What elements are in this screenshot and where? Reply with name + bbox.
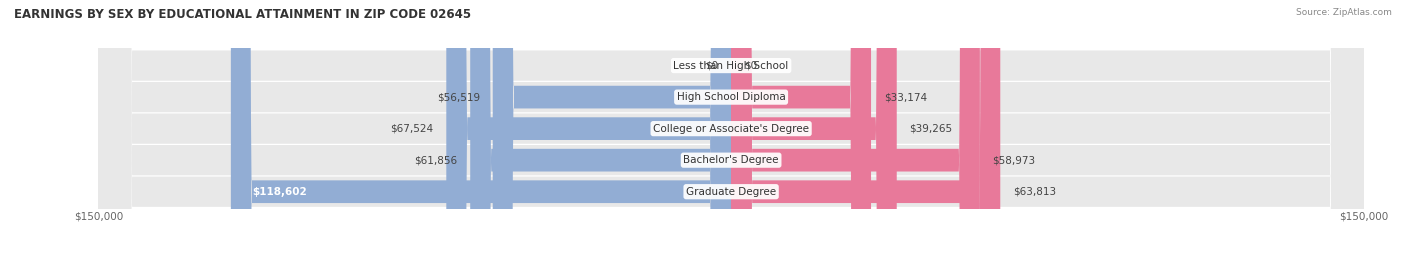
FancyBboxPatch shape bbox=[731, 0, 980, 268]
FancyBboxPatch shape bbox=[98, 0, 1364, 268]
Text: $63,813: $63,813 bbox=[1012, 187, 1056, 197]
Text: $39,265: $39,265 bbox=[910, 124, 952, 134]
FancyBboxPatch shape bbox=[731, 0, 872, 268]
Text: $33,174: $33,174 bbox=[884, 92, 927, 102]
Text: Bachelor's Degree: Bachelor's Degree bbox=[683, 155, 779, 165]
FancyBboxPatch shape bbox=[231, 0, 731, 268]
Text: $0: $0 bbox=[706, 61, 718, 70]
FancyBboxPatch shape bbox=[731, 0, 897, 268]
Text: High School Diploma: High School Diploma bbox=[676, 92, 786, 102]
Text: College or Associate's Degree: College or Associate's Degree bbox=[654, 124, 808, 134]
FancyBboxPatch shape bbox=[731, 0, 1000, 268]
Text: $67,524: $67,524 bbox=[391, 124, 433, 134]
Text: EARNINGS BY SEX BY EDUCATIONAL ATTAINMENT IN ZIP CODE 02645: EARNINGS BY SEX BY EDUCATIONAL ATTAINMEN… bbox=[14, 8, 471, 21]
Text: $61,856: $61,856 bbox=[415, 155, 457, 165]
Text: Source: ZipAtlas.com: Source: ZipAtlas.com bbox=[1296, 8, 1392, 17]
FancyBboxPatch shape bbox=[470, 0, 731, 268]
FancyBboxPatch shape bbox=[98, 0, 1364, 268]
Text: $0: $0 bbox=[744, 61, 756, 70]
FancyBboxPatch shape bbox=[98, 0, 1364, 268]
Text: $58,973: $58,973 bbox=[993, 155, 1036, 165]
FancyBboxPatch shape bbox=[492, 0, 731, 268]
FancyBboxPatch shape bbox=[98, 0, 1364, 268]
Text: Less than High School: Less than High School bbox=[673, 61, 789, 70]
Text: Graduate Degree: Graduate Degree bbox=[686, 187, 776, 197]
Text: $118,602: $118,602 bbox=[252, 187, 307, 197]
Text: $56,519: $56,519 bbox=[437, 92, 479, 102]
FancyBboxPatch shape bbox=[446, 0, 731, 268]
FancyBboxPatch shape bbox=[98, 0, 1364, 268]
